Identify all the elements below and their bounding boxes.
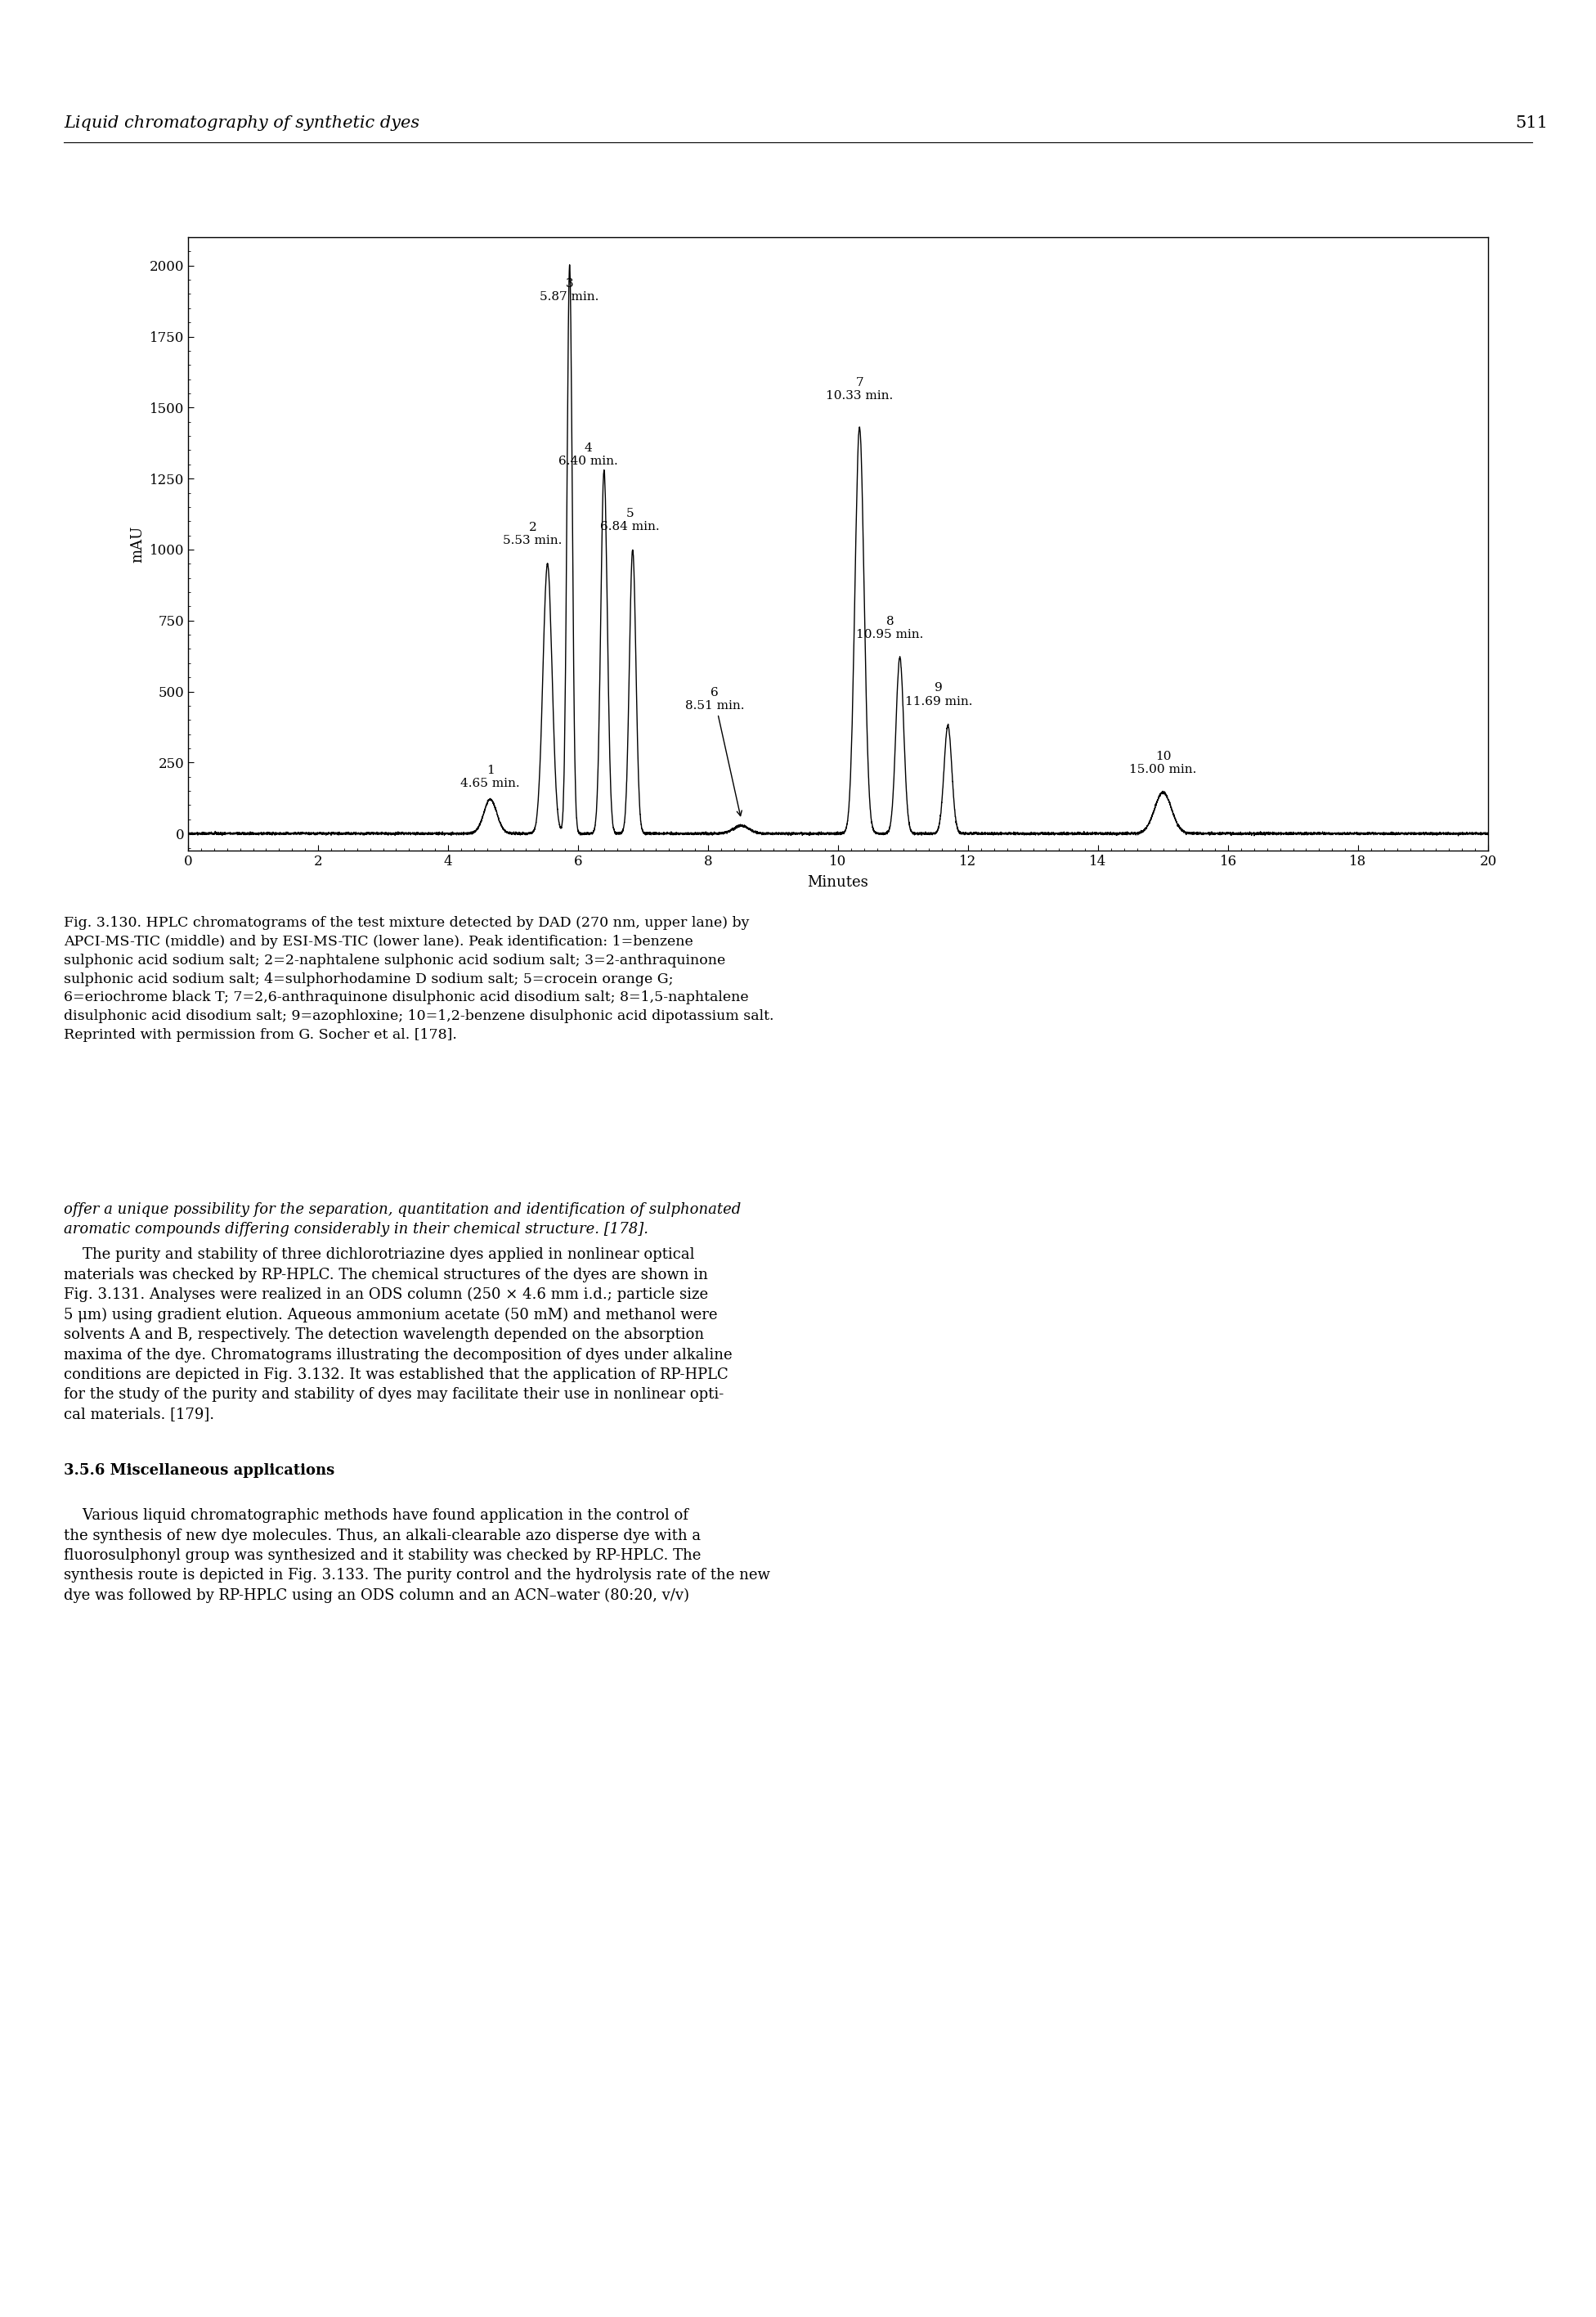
Text: 5
6.84 min.: 5 6.84 min.: [600, 507, 659, 533]
Text: 6
8.51 min.: 6 8.51 min.: [685, 686, 744, 816]
Text: Various liquid chromatographic methods have found application in the control of
: Various liquid chromatographic methods h…: [64, 1508, 771, 1603]
Text: 511: 511: [1516, 116, 1548, 130]
Text: Fig. 3.130. HPLC chromatograms of the test mixture detected by DAD (270 nm, uppe: Fig. 3.130. HPLC chromatograms of the te…: [64, 915, 774, 1043]
Text: 9
11.69 min.: 9 11.69 min.: [905, 684, 972, 707]
Text: 4
6.40 min.: 4 6.40 min.: [559, 443, 618, 468]
Text: 10
15.00 min.: 10 15.00 min.: [1130, 751, 1197, 776]
Text: 3
5.87 min.: 3 5.87 min.: [539, 278, 598, 304]
Text: offer a unique possibility for the separation, quantitation and identification o: offer a unique possibility for the separ…: [64, 1203, 741, 1237]
Text: 2
5.53 min.: 2 5.53 min.: [503, 521, 562, 547]
Text: 1
4.65 min.: 1 4.65 min.: [461, 765, 520, 790]
Text: 7
10.33 min.: 7 10.33 min.: [825, 378, 894, 401]
X-axis label: Minutes: Minutes: [808, 876, 868, 890]
Text: 3.5.6 Miscellaneous applications: 3.5.6 Miscellaneous applications: [64, 1464, 335, 1478]
Text: The purity and stability of three dichlorotriazine dyes applied in nonlinear opt: The purity and stability of three dichlo…: [64, 1247, 733, 1423]
Y-axis label: mAU: mAU: [129, 526, 145, 563]
Text: 8
10.95 min.: 8 10.95 min.: [857, 616, 924, 639]
Text: Liquid chromatography of synthetic dyes: Liquid chromatography of synthetic dyes: [64, 116, 420, 130]
